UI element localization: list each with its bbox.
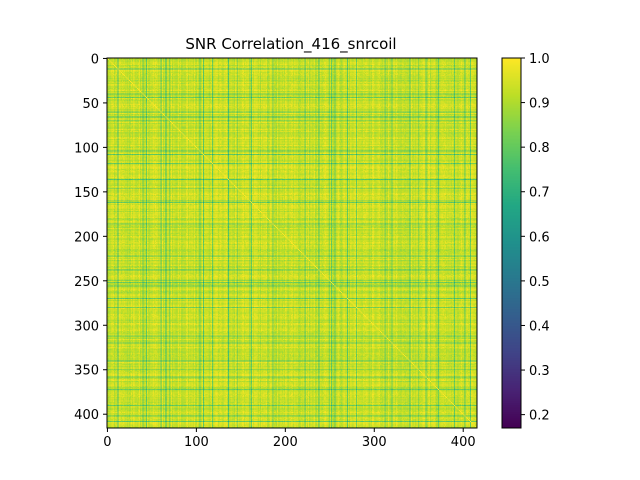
colorbar-tick-label: 1.0 — [529, 52, 550, 67]
colorbar-gradient — [502, 58, 521, 428]
colorbar-tick-label: 0.4 — [529, 319, 550, 334]
x-tick-label: 400 — [451, 435, 476, 450]
y-tick-label: 250 — [74, 275, 99, 290]
y-tick-label: 300 — [74, 319, 99, 334]
colorbar-tick-label: 0.3 — [529, 364, 550, 379]
y-tick-label: 350 — [74, 364, 99, 379]
x-axis: 0 100 200 300 400 — [103, 428, 476, 450]
y-axis: 0 50 100 150 200 250 300 350 400 — [74, 52, 107, 423]
colorbar-frame — [501, 57, 522, 429]
y-tick-label: 200 — [74, 230, 99, 245]
y-tick-label: 400 — [74, 408, 99, 423]
y-tick-label: 0 — [91, 52, 99, 67]
heatmap-matrix — [107, 58, 477, 428]
x-tick-label: 100 — [184, 435, 209, 450]
x-tick-label: 0 — [103, 435, 111, 450]
colorbar-ticks: 0.2 0.3 0.4 0.5 0.6 0.7 0.8 0.9 1.0 — [521, 52, 550, 424]
colorbar-tick-label: 0.6 — [529, 230, 550, 245]
colorbar-tick-label: 0.2 — [529, 409, 550, 424]
x-tick-label: 300 — [362, 435, 387, 450]
y-tick-label: 150 — [74, 186, 99, 201]
colorbar-tick-label: 0.5 — [529, 275, 550, 290]
colorbar-tick-label: 0.8 — [529, 141, 550, 156]
chart-title: SNR Correlation_416_snrcoil — [185, 35, 396, 54]
colorbar-tick-label: 0.7 — [529, 186, 550, 201]
heatmap-area — [106, 57, 478, 429]
x-tick-label: 200 — [273, 435, 298, 450]
heatmap-frame — [106, 57, 478, 429]
colorbar-tick-label: 0.9 — [529, 97, 550, 112]
y-tick-label: 100 — [74, 141, 99, 156]
y-tick-label: 50 — [82, 97, 99, 112]
colorbar: 0.2 0.3 0.4 0.5 0.6 0.7 0.8 0.9 1.0 — [501, 52, 550, 429]
